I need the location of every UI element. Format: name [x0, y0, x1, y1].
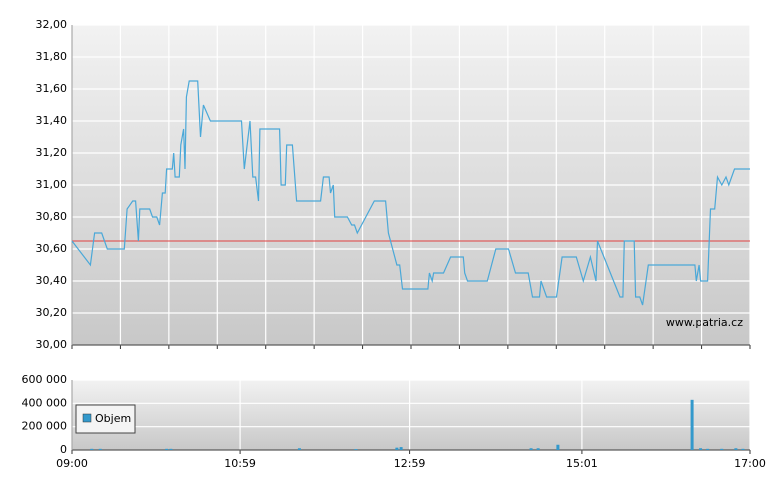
volume-bar — [98, 448, 102, 450]
y-tick-label: 31,00 — [36, 178, 68, 191]
x-tick-label: 10:59 — [224, 457, 256, 470]
volume-bar — [734, 448, 738, 450]
price-line — [71, 80, 750, 306]
y-tick-label: 600 000 — [22, 373, 68, 386]
legend-swatch — [82, 413, 92, 423]
volume-bar — [354, 449, 358, 450]
y-tick-label: 400 000 — [22, 396, 68, 409]
y-tick-label: 30,00 — [36, 338, 68, 351]
volume-bar — [297, 448, 301, 450]
x-tick-label: 09:00 — [56, 457, 88, 470]
y-tick-label: 31,60 — [36, 82, 68, 95]
volume-bar — [395, 447, 399, 450]
volume-bar — [165, 448, 169, 450]
y-tick-label: 31,40 — [36, 114, 68, 127]
y-tick-label: 30,40 — [36, 274, 68, 287]
x-tick-label: 15:01 — [566, 457, 598, 470]
legend-label: Objem — [95, 412, 131, 425]
y-tick-label: 30,60 — [36, 242, 68, 255]
y-tick-label: 30,20 — [36, 306, 68, 319]
volume-bar — [699, 448, 703, 450]
y-tick-label: 31,80 — [36, 50, 68, 63]
volume-bar — [529, 448, 533, 450]
volume-bar — [169, 448, 173, 450]
volume-bar — [706, 448, 710, 450]
x-tick-label: 12:59 — [394, 457, 426, 470]
y-tick-label: 31,20 — [36, 146, 68, 159]
x-tick-label: 17:00 — [734, 457, 766, 470]
y-tick-label: 200 000 — [22, 420, 68, 433]
volume-plot-area — [72, 380, 750, 450]
volume-bar — [536, 448, 540, 450]
watermark: www.patria.cz — [666, 316, 743, 329]
volume-bar — [556, 444, 560, 450]
volume-bar — [690, 399, 694, 450]
volume-bar — [90, 448, 94, 450]
volume-bar — [741, 448, 745, 450]
y-tick-label: 0 — [60, 443, 67, 456]
volume-bar — [399, 447, 403, 450]
y-tick-label: 30,80 — [36, 210, 68, 223]
volume-bar — [720, 448, 724, 450]
y-tick-label: 32,00 — [36, 18, 68, 31]
